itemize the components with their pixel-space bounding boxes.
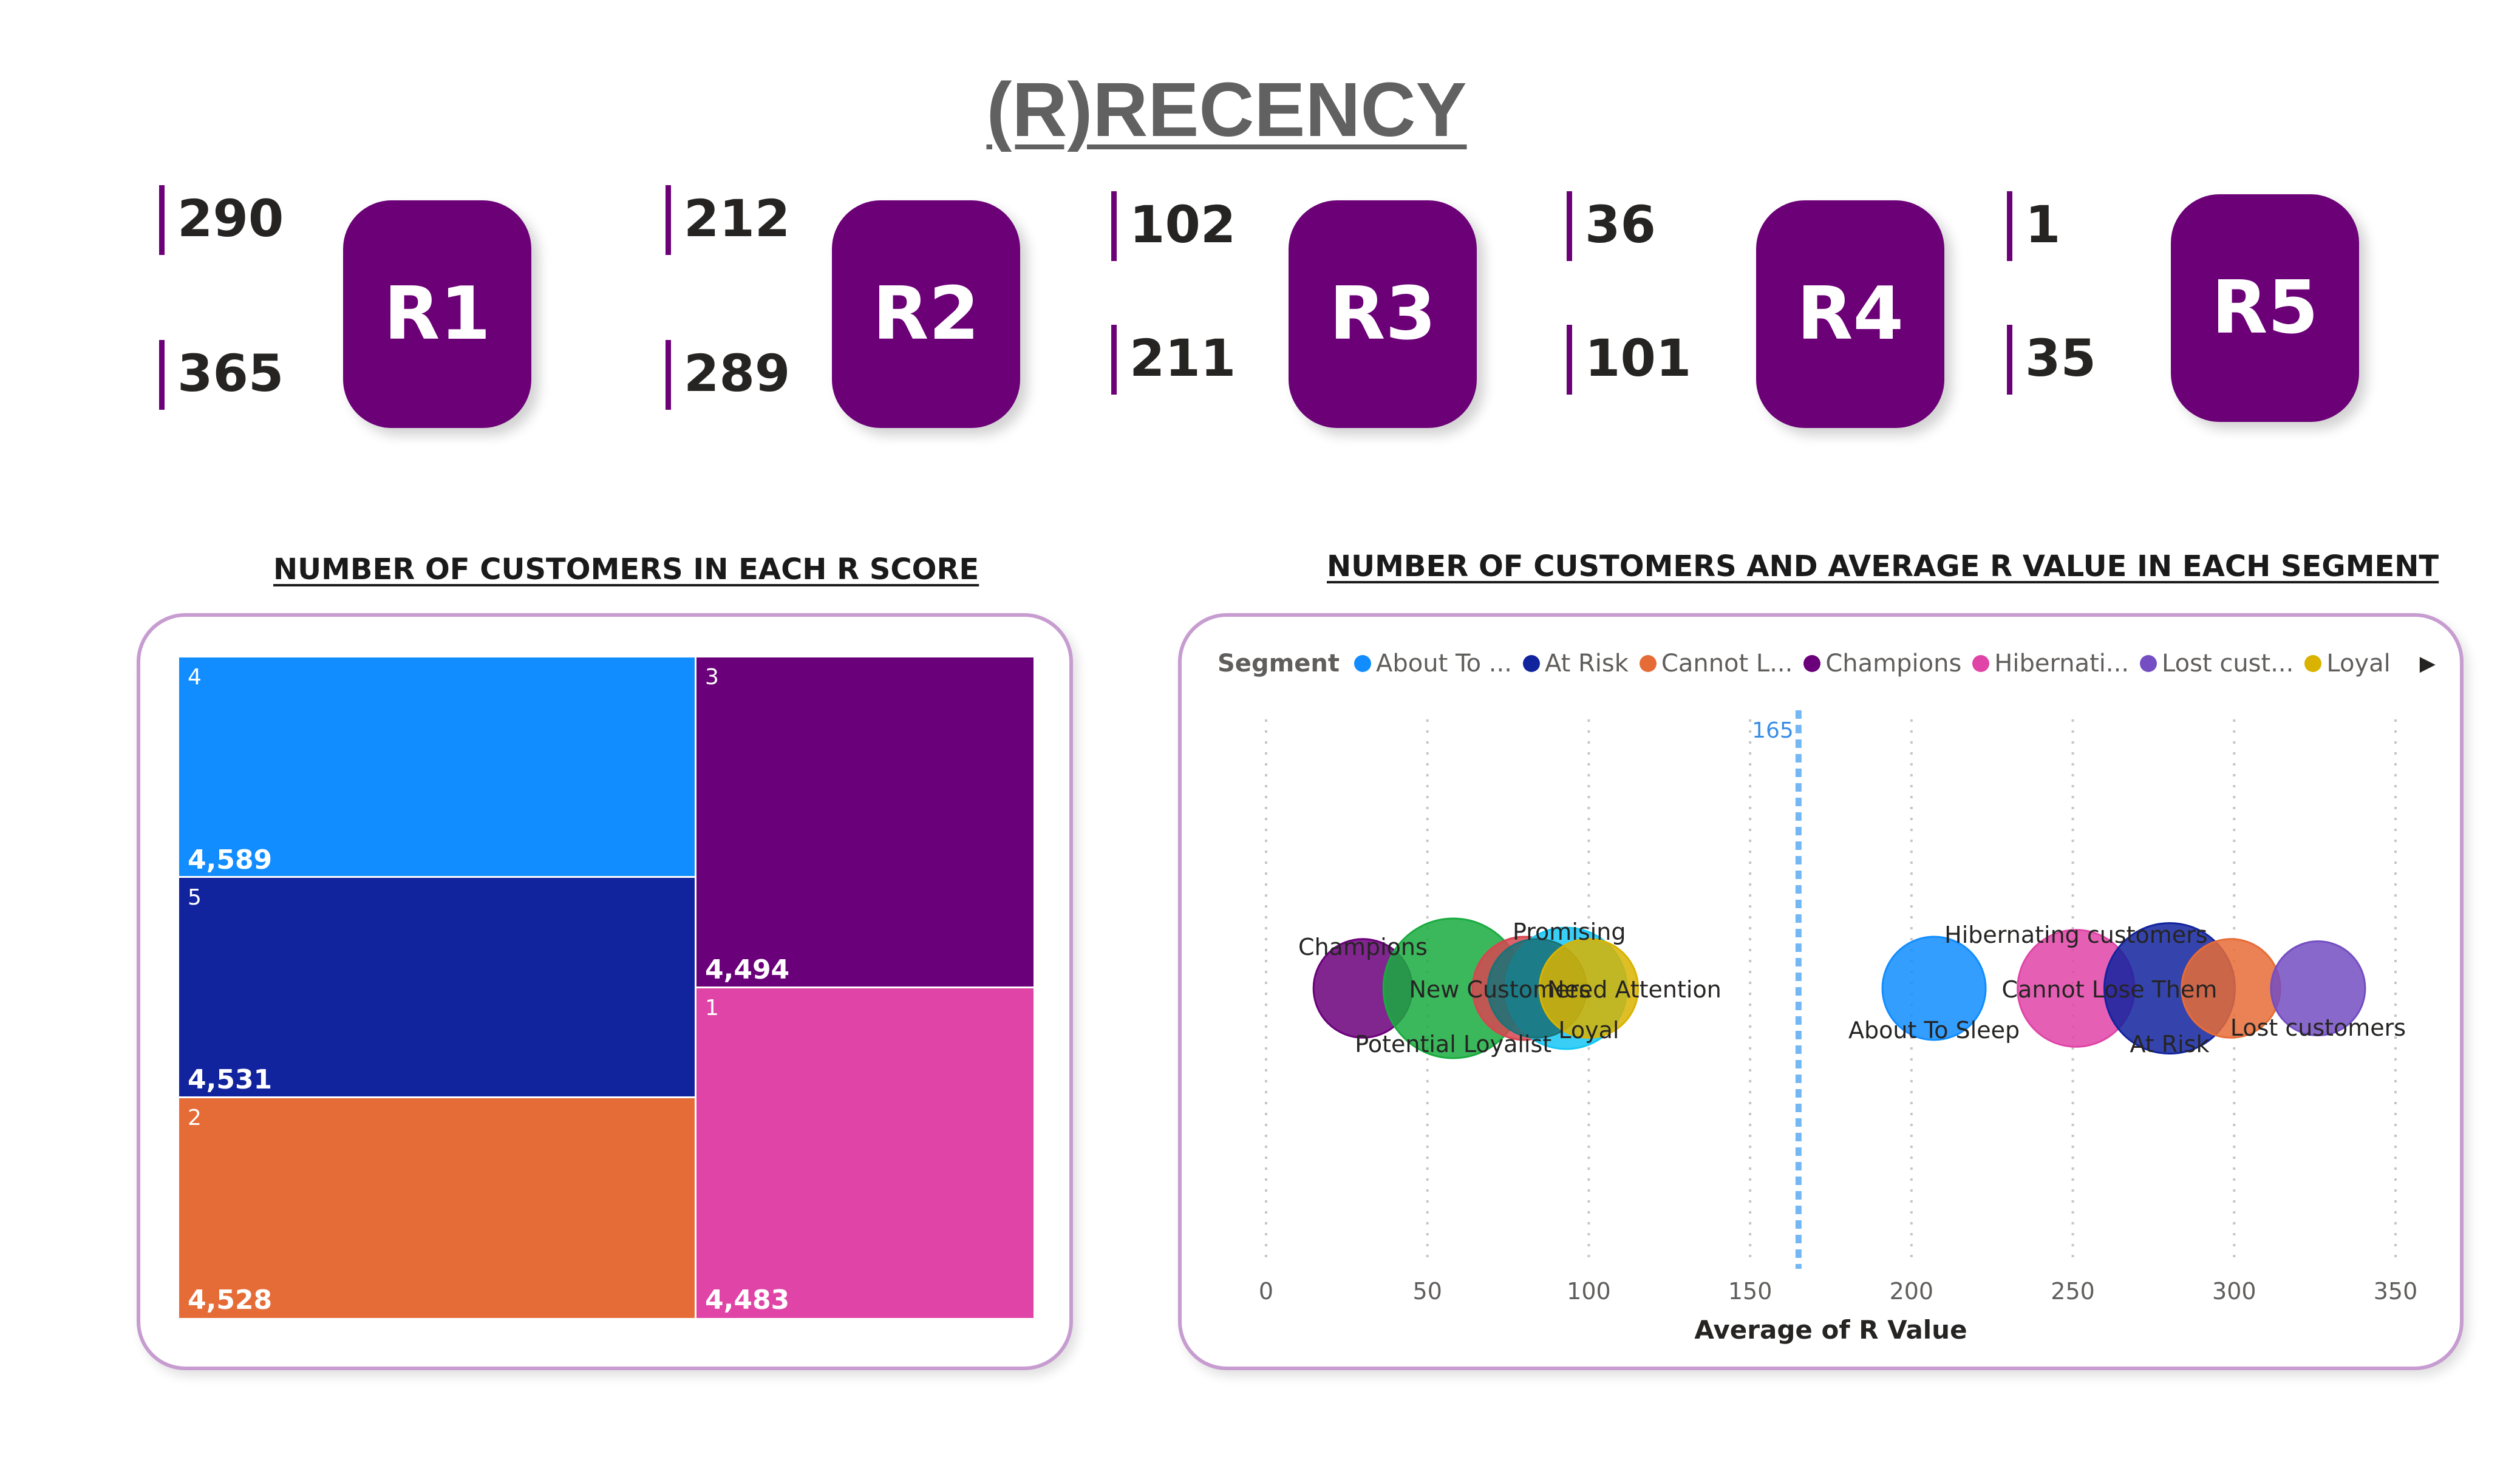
- x-axis-label: Average of R Value: [1694, 1315, 1967, 1345]
- bubble-label: Promising: [1513, 919, 1626, 945]
- r5-badge: R5: [2171, 194, 2359, 422]
- x-tick-label: 150: [1728, 1278, 1773, 1305]
- bubble-label: Potential Loyalist: [1355, 1031, 1551, 1058]
- legend-label: Loyal: [2326, 650, 2391, 678]
- r4-max: 101: [1567, 325, 1691, 395]
- legend-item[interactable]: Lost cust...: [2140, 650, 2294, 678]
- bubble-label: Cannot Lose Them: [2002, 976, 2218, 1003]
- r5-max: 35: [2007, 325, 2096, 395]
- tile-category: 3: [705, 665, 719, 690]
- legend-label: At Risk: [1544, 650, 1629, 678]
- x-tick-label: 100: [1567, 1278, 1611, 1305]
- treemap-title: NUMBER OF CUSTOMERS IN EACH R SCORE: [273, 552, 979, 586]
- tile-value: 4,528: [188, 1285, 273, 1316]
- bubble-lost-customers: [2270, 940, 2366, 1036]
- treemap-tile[interactable]: 2 4,528: [177, 1096, 696, 1320]
- legend-item[interactable]: At Risk: [1522, 650, 1629, 678]
- x-tick-label: 350: [2374, 1278, 2418, 1305]
- legend-dot: [1803, 655, 1821, 672]
- legend-item[interactable]: Loyal: [2304, 650, 2391, 678]
- legend-dot: [2304, 655, 2322, 672]
- bubble-label: Need Attention: [1547, 976, 1721, 1003]
- r4-min: 36: [1567, 191, 1656, 261]
- r2-min: 212: [666, 185, 790, 255]
- legend-item[interactable]: Cannot L...: [1639, 650, 1793, 678]
- legend-label: Hibernati...: [1994, 650, 2130, 678]
- tile-category: 5: [188, 885, 202, 910]
- scatter-legend: Segment About To ... At Risk Cannot L...…: [1217, 650, 2436, 678]
- legend-dot: [1522, 655, 1540, 672]
- r5-min: 1: [2007, 191, 2060, 261]
- legend-label: Champions: [1825, 650, 1962, 678]
- tile-category: 4: [188, 665, 202, 690]
- x-tick-label: 0: [1259, 1278, 1273, 1305]
- r2-badge: R2: [832, 200, 1020, 428]
- legend-dot: [1354, 655, 1371, 672]
- legend-next-arrow-icon[interactable]: ▶: [2419, 651, 2436, 676]
- legend-dot: [1972, 655, 1990, 672]
- bubble-label: Loyal: [1558, 1017, 1619, 1044]
- treemap-tile[interactable]: 4 4,589: [177, 656, 696, 880]
- r3-min: 102: [1111, 191, 1236, 261]
- legend-dot: [2140, 655, 2157, 672]
- average-line-label: 165: [1752, 718, 1794, 743]
- x-tick-label: 250: [2051, 1278, 2095, 1305]
- r1-max: 365: [159, 340, 284, 410]
- legend-dot: [1639, 655, 1657, 672]
- legend-item[interactable]: Hibernati...: [1972, 650, 2129, 678]
- bubble-loyal: [1538, 938, 1640, 1039]
- x-tick-label: 300: [2212, 1278, 2256, 1305]
- tile-value: 4,589: [188, 844, 273, 875]
- bubble-label: Hibernating customers: [1944, 922, 2207, 948]
- tile-category: 1: [705, 996, 719, 1021]
- bubble-label: New Customers: [1409, 976, 1590, 1003]
- bubble-label: Champions: [1298, 934, 1428, 960]
- legend-label: Lost cust...: [2162, 650, 2294, 678]
- r1-badge: R1: [343, 200, 531, 428]
- treemap-tile[interactable]: 1 4,483: [695, 987, 1035, 1320]
- x-tick-label: 50: [1413, 1278, 1442, 1305]
- page-title: (R)RECENCY: [986, 67, 1467, 152]
- x-tick-label: 200: [1890, 1278, 1934, 1305]
- legend-label: Cannot L...: [1661, 650, 1793, 678]
- treemap: 4 4,589 5 4,531 2 4,528 3 4,494 1 4,483: [177, 656, 1035, 1320]
- tile-category: 2: [188, 1105, 202, 1130]
- bubble-about-to-sleep: [1881, 936, 1987, 1041]
- r4-badge: R4: [1756, 200, 1944, 428]
- legend-title: Segment: [1217, 650, 1340, 678]
- legend-item[interactable]: About To ...: [1354, 650, 1512, 678]
- r3-max: 211: [1111, 325, 1236, 395]
- treemap-tile[interactable]: 5 4,531: [177, 876, 696, 1099]
- r2-max: 289: [666, 340, 790, 410]
- r3-badge: R3: [1289, 200, 1477, 428]
- treemap-tile[interactable]: 3 4,494: [695, 656, 1035, 990]
- tile-value: 4,531: [188, 1064, 273, 1095]
- tile-value: 4,483: [705, 1285, 790, 1316]
- legend-item[interactable]: Champions: [1803, 650, 1961, 678]
- bubble-label: At Risk: [2130, 1031, 2209, 1058]
- r1-min: 290: [159, 185, 284, 255]
- bubble-label: About To Sleep: [1848, 1017, 2020, 1044]
- tile-value: 4,494: [705, 954, 790, 985]
- bubble-label: Lost customers: [2230, 1014, 2406, 1041]
- legend-label: About To ...: [1375, 650, 1512, 678]
- scatter-title: NUMBER OF CUSTOMERS AND AVERAGE R VALUE …: [1327, 549, 2439, 583]
